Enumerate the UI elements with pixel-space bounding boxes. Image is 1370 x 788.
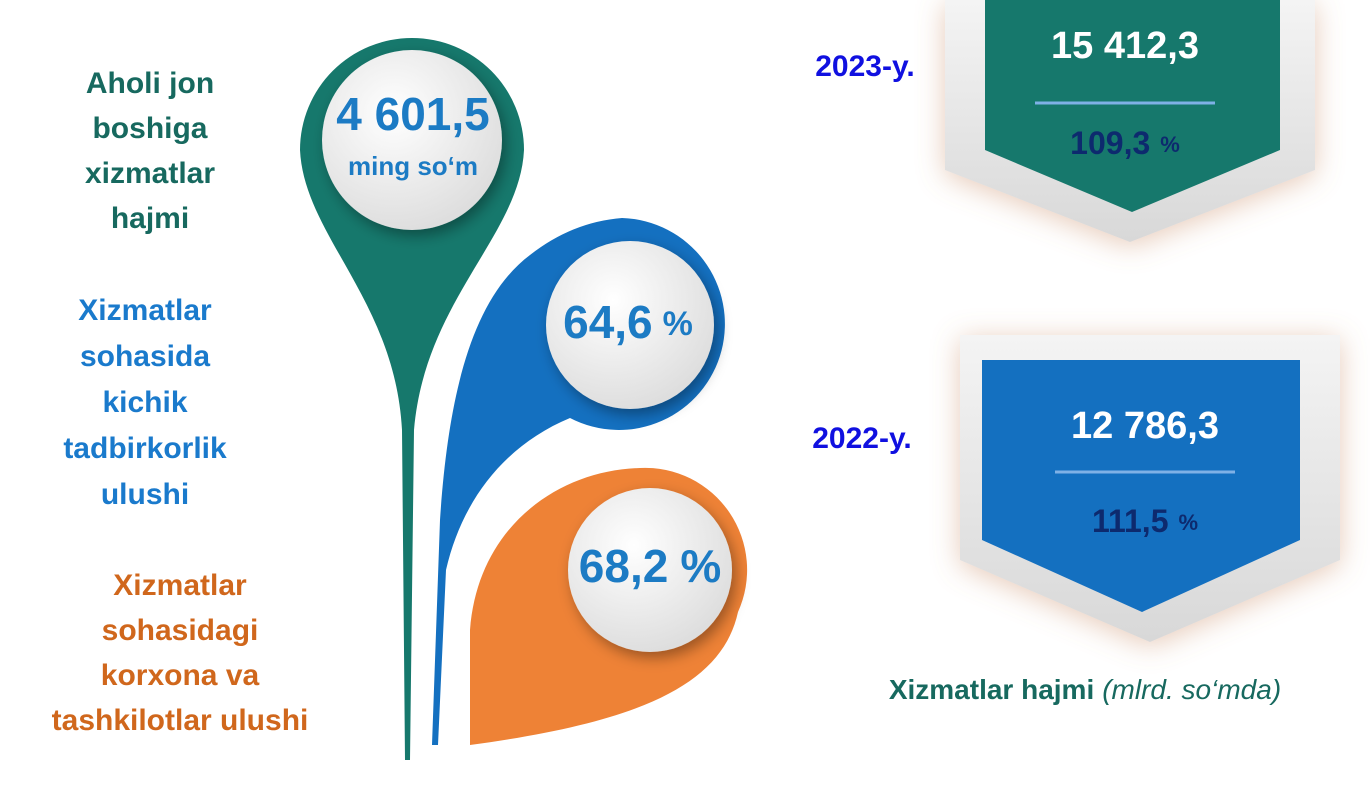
- value: 111,5: [1092, 503, 1169, 539]
- pin-circle: [568, 488, 732, 652]
- value: 109,3: [1070, 125, 1150, 161]
- growth: 111,5%: [1092, 503, 1198, 539]
- volume: 12 786,3: [1071, 405, 1219, 447]
- label-line: xizmatlar: [85, 157, 215, 190]
- label-line: Xizmatlar: [113, 569, 247, 602]
- label-line: kichik: [102, 386, 187, 419]
- footer-title: Xizmatlar hajmi: [889, 674, 1094, 705]
- unit: %: [663, 305, 693, 343]
- label-line: hajmi: [111, 202, 189, 235]
- box-teal: [985, 0, 1280, 212]
- year: 2023-y.: [815, 50, 915, 83]
- unit: %: [1178, 510, 1198, 535]
- unit: %: [1160, 132, 1180, 157]
- label-line: boshiga: [92, 112, 207, 145]
- label-line: sohasidagi: [102, 614, 259, 647]
- pin-value: 64,6%: [563, 296, 693, 348]
- pin-value: 68,2%: [579, 540, 721, 592]
- value: 64,6: [563, 296, 653, 348]
- pin-circle: [546, 241, 714, 409]
- label-line: sohasida: [80, 340, 210, 373]
- label-line: ulushi: [101, 478, 189, 511]
- pin-value: 4 601,5: [336, 88, 489, 140]
- label-line: Xizmatlar: [78, 294, 212, 327]
- box-blue: [982, 360, 1300, 612]
- pin-circle: [322, 50, 502, 230]
- label-line: korxona va: [101, 659, 260, 692]
- pin-unit: ming so‘m: [348, 151, 478, 181]
- growth: 109,3%: [1070, 125, 1180, 161]
- label-line: Aholi jon: [86, 67, 214, 100]
- year: 2022-y.: [812, 422, 912, 455]
- labels: Aholi jon boshiga xizmatlar hajmi Xizmatlar s…: [52, 67, 309, 737]
- footer-note: (mlrd. so‘mda): [1102, 674, 1281, 705]
- pin-teal: [300, 38, 524, 760]
- value: 68,2: [579, 540, 669, 592]
- footer: Xizmatlar hajmi (mlrd. so‘mda): [889, 674, 1281, 705]
- volume: 15 412,3: [1051, 25, 1199, 67]
- label-line: tashkilotlar ulushi: [52, 704, 309, 737]
- label-line: tadbirkorlik: [63, 432, 227, 465]
- unit: %: [680, 540, 721, 592]
